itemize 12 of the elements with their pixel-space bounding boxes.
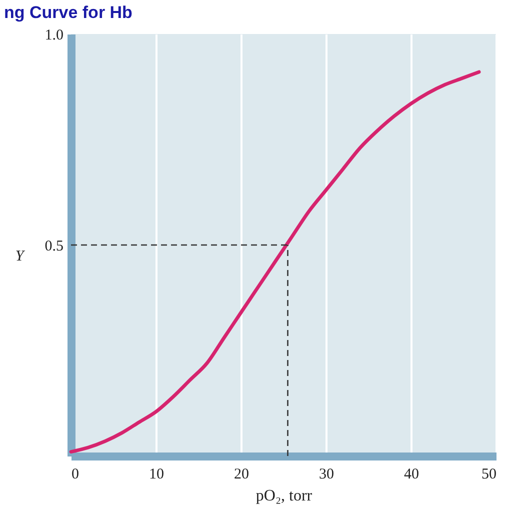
x-tick-label: 50 [482, 466, 496, 482]
chart-title: ng Curve for Hb [4, 3, 132, 22]
x-tick-label: 40 [404, 466, 419, 482]
line-series [69, 70, 481, 454]
x-tick-label: 10 [149, 466, 164, 482]
x-axis-title: pO₂, torr [256, 488, 313, 504]
x-tick-label: 0 [72, 466, 79, 482]
y-tick-label: 1.0 [44, 28, 64, 44]
y-axis-title: Y [15, 248, 26, 264]
y-tick-label: 0.5 [44, 238, 64, 254]
x-tick-label: 20 [234, 466, 249, 482]
x-tick-label: 30 [319, 466, 334, 482]
